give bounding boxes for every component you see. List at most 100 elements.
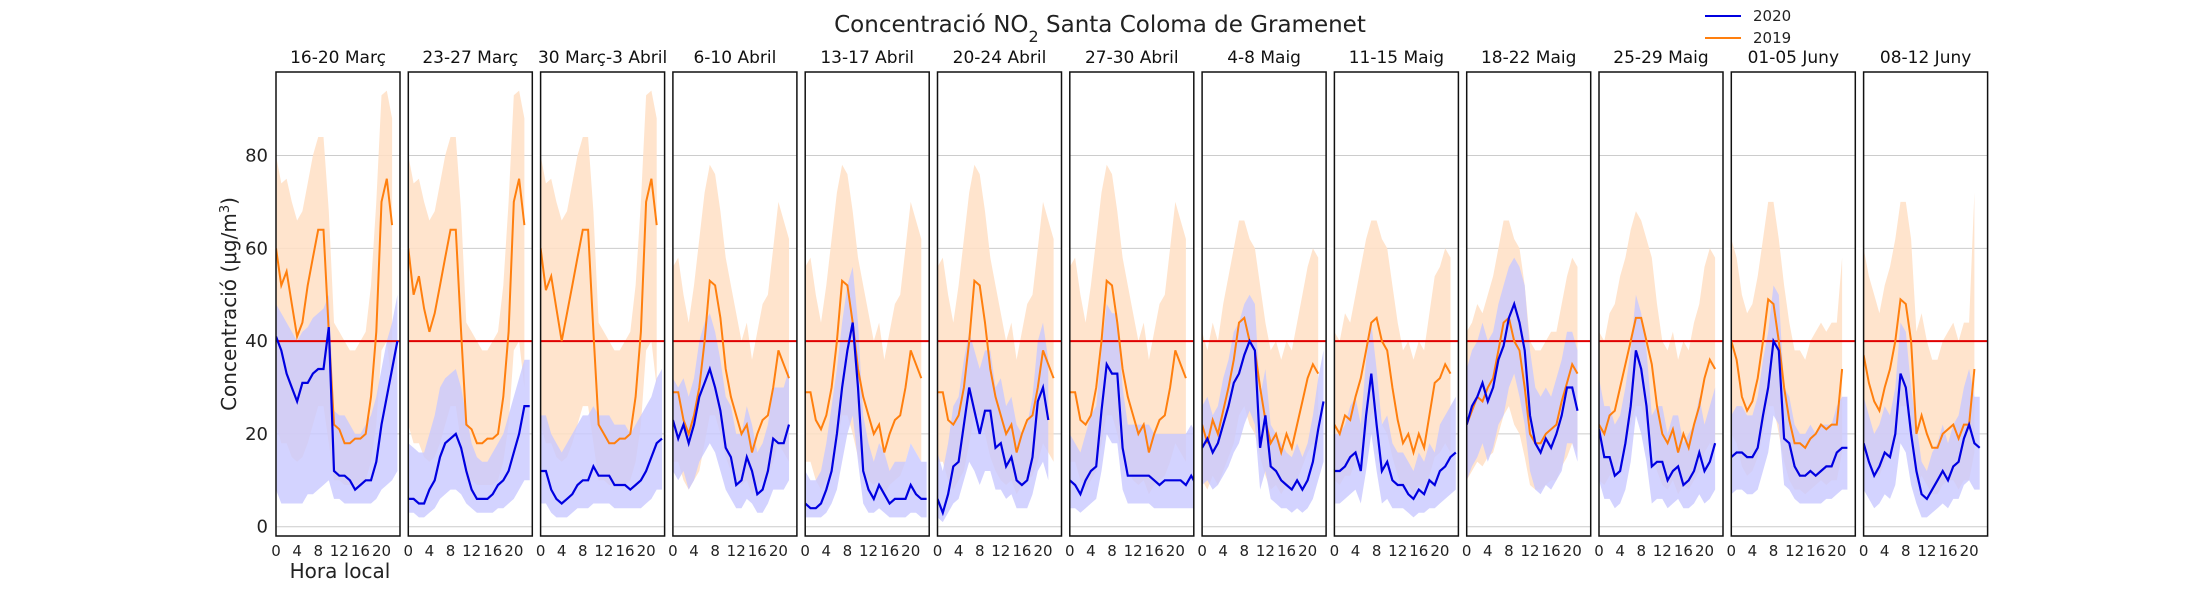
ylabel-end: ) <box>217 197 241 205</box>
x-tick-label-12: 12 <box>462 542 481 560</box>
band-2020 <box>1069 304 1194 513</box>
x-tick-label-8: 8 <box>710 542 720 560</box>
x-tick-label-4: 4 <box>1483 542 1493 560</box>
y-tick-label-80: 80 <box>245 146 268 167</box>
ylabel-superscript: 3 <box>218 205 233 213</box>
band-2020 <box>805 266 927 518</box>
title-subscript: 2 <box>1029 27 1039 46</box>
series-2019-line <box>408 178 526 445</box>
series-2019-line <box>1731 297 1844 450</box>
panel-frame <box>672 71 798 537</box>
x-tick-label-4: 4 <box>1351 542 1361 560</box>
panel-frame <box>1730 71 1857 537</box>
x-tick-label-12: 12 <box>1520 542 1539 560</box>
series-2019-line <box>1334 316 1452 457</box>
band-2019 <box>408 90 525 485</box>
panel-1: 16-20 Març 0 4 8 12 16 20 <box>271 48 401 560</box>
series-2019-line <box>1069 278 1187 453</box>
panel-plot-area <box>1863 155 1988 528</box>
x-tick-label-4: 4 <box>1086 542 1096 560</box>
panel-plot-area <box>1069 155 1194 528</box>
y-tick-label-20: 20 <box>245 424 268 445</box>
panel-frame <box>275 71 401 537</box>
x-tick-label-16: 16 <box>1674 542 1693 560</box>
x-tick-label-4: 4 <box>689 542 699 560</box>
x-tick-label-4: 4 <box>822 542 832 560</box>
x-tick-label-8: 8 <box>446 542 456 560</box>
x-tick-label-4: 4 <box>1615 542 1625 560</box>
y-axis-label: Concentració (μg/m3) <box>217 197 241 411</box>
series-2020-line <box>1202 338 1325 492</box>
panel-title: 27-30 Abril <box>1085 48 1179 68</box>
x-tick-label-12: 12 <box>330 542 349 560</box>
series-2020-line <box>540 437 663 505</box>
panel-plot-area <box>1466 155 1591 528</box>
title-main: Concentració NO <box>834 12 1028 38</box>
x-tick-label-16: 16 <box>1542 542 1561 560</box>
x-tick-label-16: 16 <box>748 542 767 560</box>
panel-plot-area <box>1334 155 1459 528</box>
series-2019-line <box>805 278 923 453</box>
series-2020-line <box>276 327 399 492</box>
x-tick-label-4: 4 <box>292 542 302 560</box>
panel-title: 20-24 Abril <box>953 48 1047 68</box>
x-axis-label: Hora local <box>290 559 391 583</box>
x-tick-label-16: 16 <box>615 542 634 560</box>
panel-3: 30 Març-3 Abril 0 4 8 12 16 20 <box>536 48 667 560</box>
panel-9: 11-15 Maig 0 4 8 12 16 20 <box>1330 48 1460 560</box>
panel-frame <box>407 71 534 537</box>
x-tick-label-12: 12 <box>859 542 878 560</box>
x-tick-label-8: 8 <box>1240 542 1250 560</box>
x-tick-label-0: 0 <box>800 542 810 560</box>
panel-plot-area <box>672 155 797 528</box>
band-2020 <box>1599 294 1716 509</box>
x-tick-label-16: 16 <box>351 542 370 560</box>
panel-title: 08-12 Juny <box>1880 48 1971 68</box>
panel-plot-area <box>937 155 1062 528</box>
series-2020-line <box>1599 350 1717 487</box>
series-2020-line <box>1731 337 1848 478</box>
panel-title: 16-20 Març <box>290 48 386 68</box>
x-tick-label-0: 0 <box>404 542 414 560</box>
series-2020-line <box>805 322 927 510</box>
series-2019-line <box>540 178 658 445</box>
x-tick-label-20: 20 <box>901 542 920 560</box>
x-tick-label-16: 16 <box>1145 542 1164 560</box>
x-tick-label-0: 0 <box>1197 542 1207 560</box>
panel-12: 01-05 Juny 0 4 8 12 16 20 <box>1727 48 1857 560</box>
panel-4: 6-10 Abril 0 4 8 12 16 20 <box>668 48 798 560</box>
x-tick-label-20: 20 <box>1298 542 1317 560</box>
panel-plot-area <box>540 90 665 528</box>
y-tick-label-40: 40 <box>245 331 268 352</box>
series-2020-line <box>1334 373 1457 501</box>
band-2020 <box>1731 285 1848 504</box>
x-tick-label-16: 16 <box>1938 542 1957 560</box>
series-2020-line <box>1069 360 1194 497</box>
x-tick-label-20: 20 <box>504 542 523 560</box>
y-tick-label-0: 0 <box>257 517 268 538</box>
panel-title: 18-22 Maig <box>1481 48 1576 68</box>
chart-title: Concentració NO2 Santa Coloma de Gramene… <box>834 12 1366 46</box>
x-tick-label-12: 12 <box>594 542 613 560</box>
panel-plot-area <box>1599 155 1723 528</box>
panel-plot-area <box>276 90 400 528</box>
panel-frame <box>1465 71 1592 537</box>
x-tick-label-12: 12 <box>727 542 746 560</box>
series-2019-line <box>1863 297 1976 449</box>
x-tick-label-16: 16 <box>1806 542 1825 560</box>
x-tick-label-0: 0 <box>933 542 943 560</box>
panel-plot-area <box>805 155 930 528</box>
x-tick-label-12: 12 <box>1256 542 1275 560</box>
series-2020-line <box>408 405 530 505</box>
x-tick-label-20: 20 <box>1033 542 1052 560</box>
x-tick-label-0: 0 <box>1065 542 1075 560</box>
series-2019-line <box>672 278 790 453</box>
x-tick-label-0: 0 <box>1859 542 1869 560</box>
x-tick-label-20: 20 <box>1166 542 1185 560</box>
panel-frame <box>1598 71 1724 537</box>
x-tick-label-16: 16 <box>1409 542 1428 560</box>
panel-title: 11-15 Maig <box>1349 48 1444 68</box>
x-tick-label-20: 20 <box>1960 542 1979 560</box>
x-tick-label-0: 0 <box>271 542 281 560</box>
